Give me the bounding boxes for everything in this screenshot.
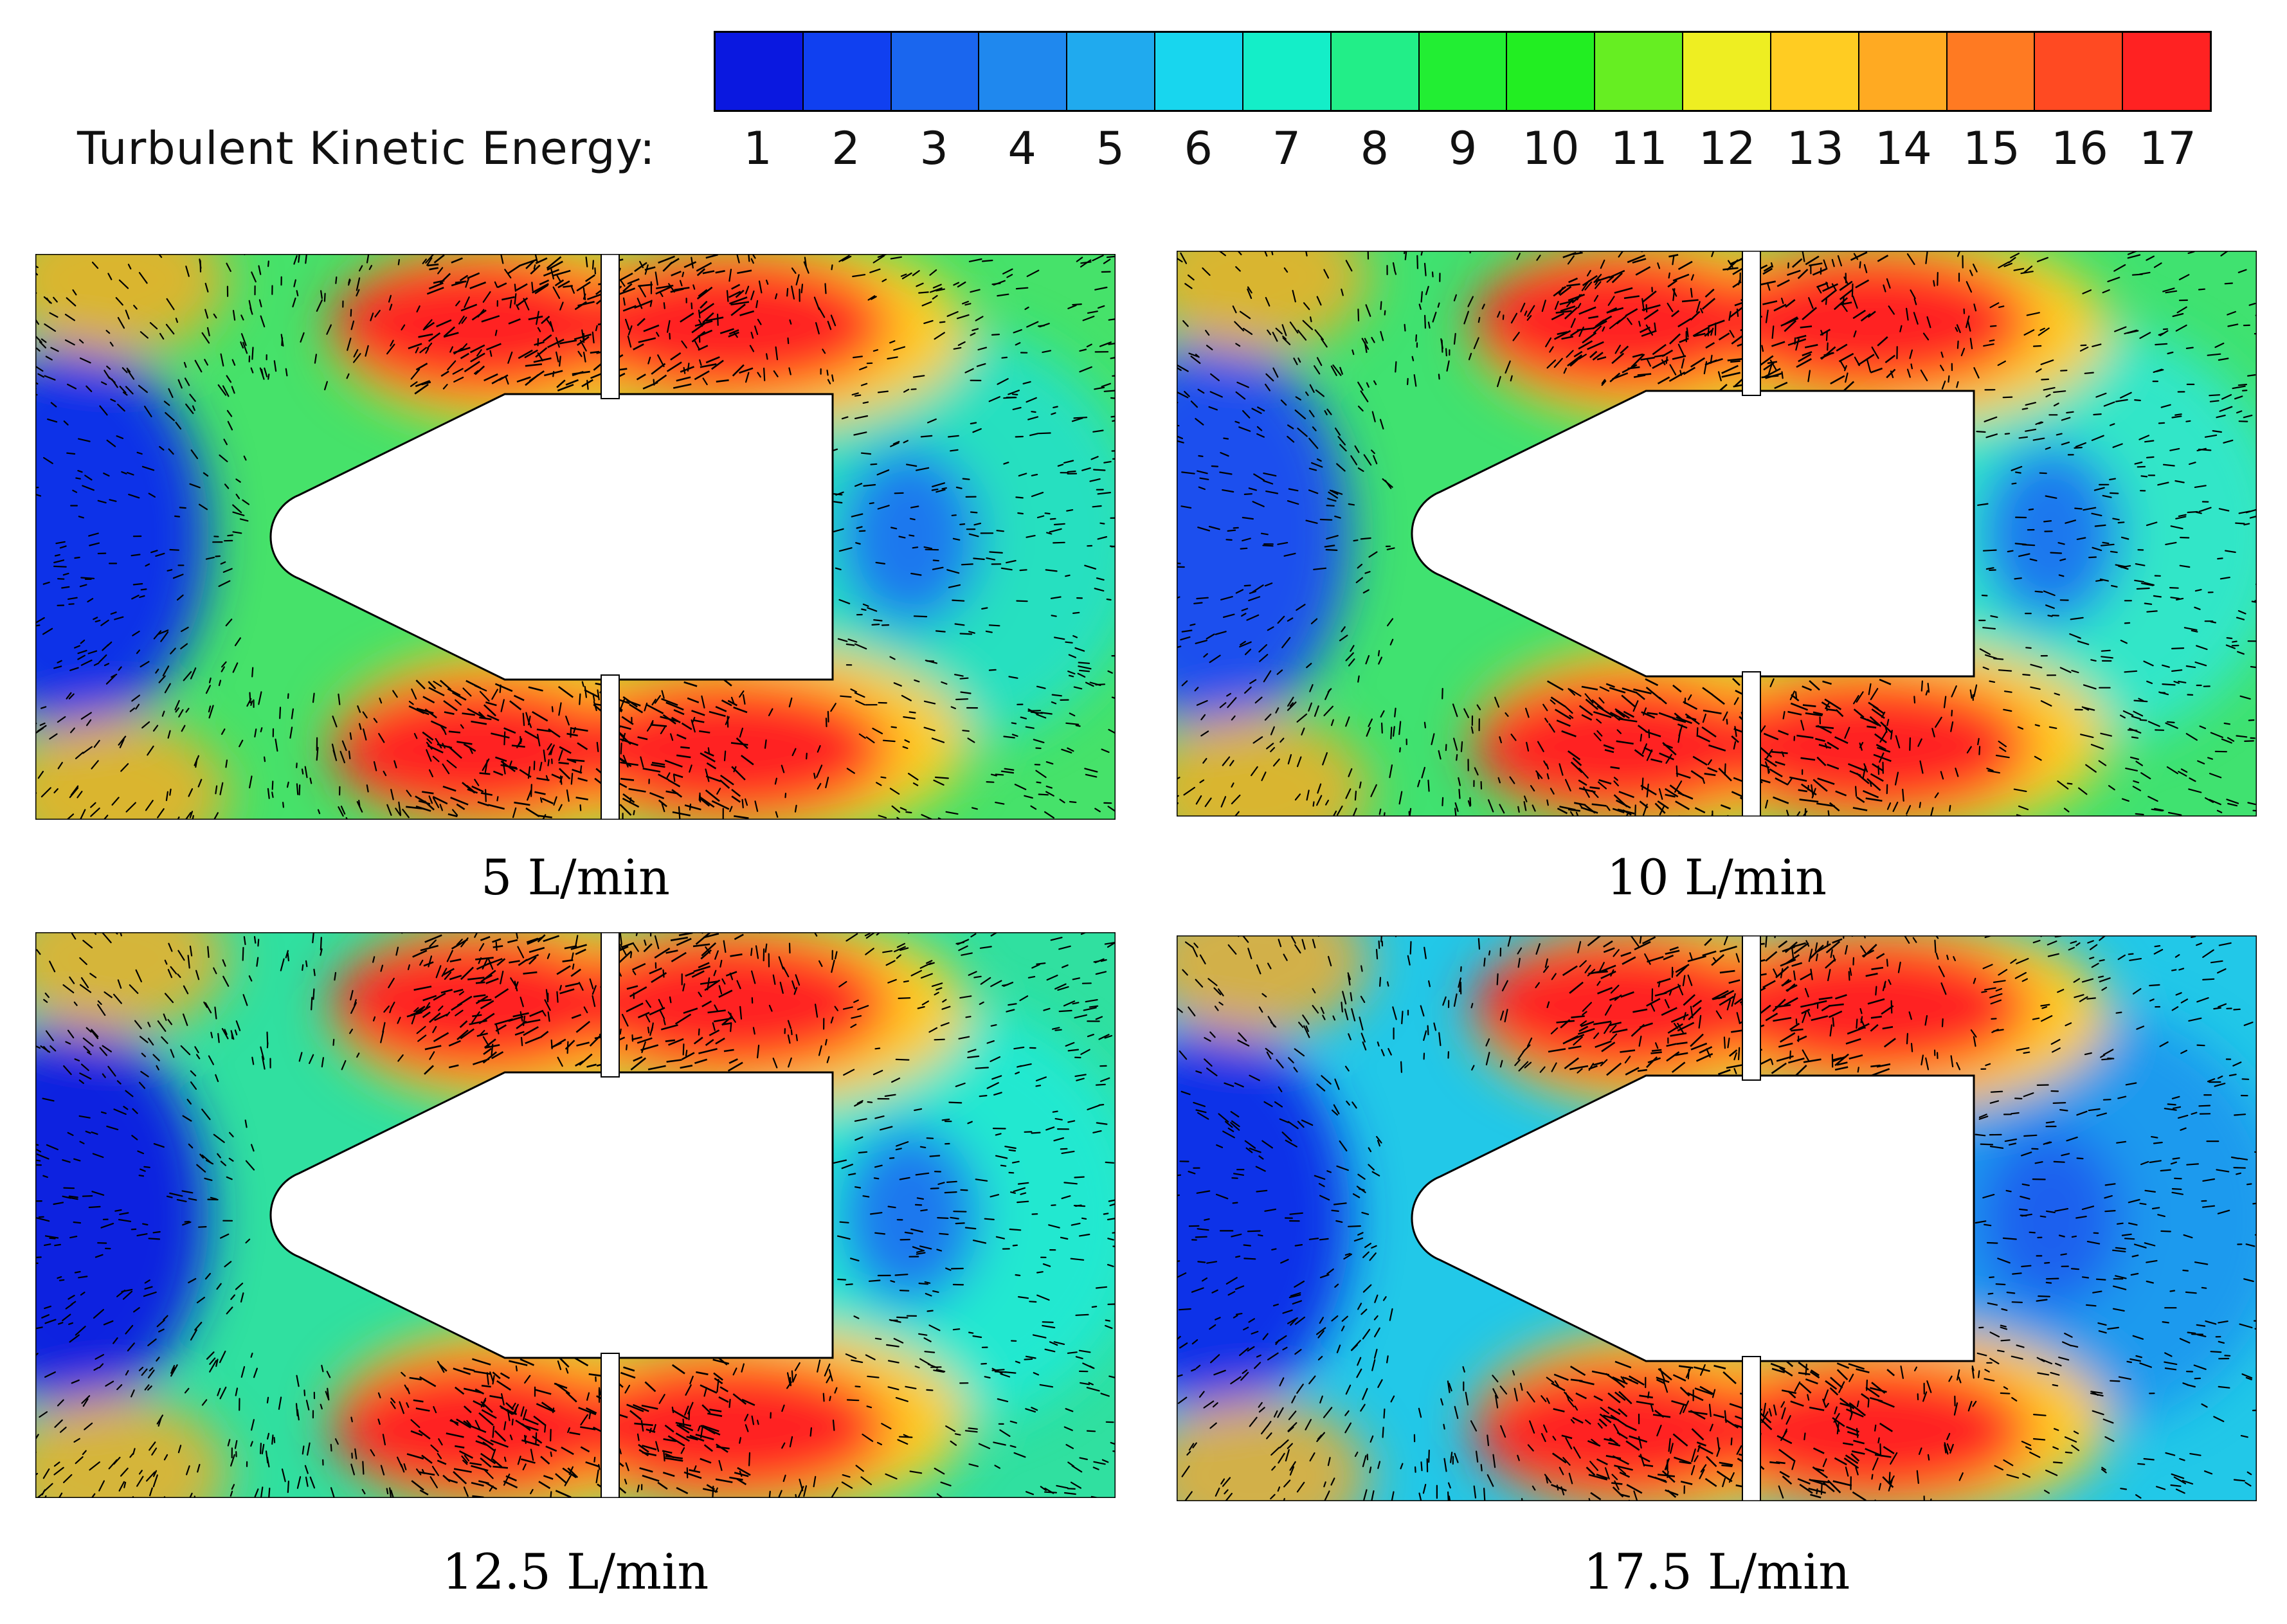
colorbar-tick-label: 7 <box>1272 122 1301 175</box>
colorbar-tick-label: 10 <box>1522 122 1580 175</box>
impeller-body <box>269 393 834 681</box>
impeller-body <box>269 1071 834 1359</box>
colorbar-tick-label: 4 <box>1008 122 1036 175</box>
colorbar-tick-label: 9 <box>1448 122 1478 175</box>
colorbar-segment <box>1155 33 1243 110</box>
caption-12-5-lpm: 12.5 L/min <box>442 1543 709 1600</box>
flow-field <box>1177 935 2257 1501</box>
velocity-vectors <box>35 254 1116 820</box>
caption-5-lpm: 5 L/min <box>481 849 670 906</box>
colorbar-segment <box>1859 33 1948 110</box>
colorbar-segment <box>2035 33 2124 110</box>
colorbar-segment <box>979 33 1068 110</box>
colorbar-segment <box>1683 33 1771 110</box>
upper-slot <box>1742 935 1761 1081</box>
colorbar-tick-label: 12 <box>1698 122 1756 175</box>
velocity-vectors <box>35 932 1116 1498</box>
colorbar-segment <box>1419 33 1508 110</box>
legend-title: Turbulent Kinetic Energy: <box>77 122 656 175</box>
colorbar-tick-label: 16 <box>2050 122 2108 175</box>
lower-slot <box>1742 671 1761 817</box>
flow-field <box>35 932 1116 1498</box>
colorbar-segment <box>1771 33 1859 110</box>
panel-5-lpm <box>35 254 1116 820</box>
flow-field <box>35 254 1116 820</box>
colorbar-tick-label: 2 <box>831 122 860 175</box>
colorbar-tick-label: 15 <box>1962 122 2020 175</box>
jet-vectors <box>1548 935 1896 1501</box>
colorbar-tick-label: 8 <box>1360 122 1389 175</box>
colorbar-segment <box>1595 33 1684 110</box>
impeller-body <box>1411 1074 1975 1362</box>
colorbar-tick-label: 1 <box>743 122 772 175</box>
colorbar-tick-label: 11 <box>1610 122 1668 175</box>
colorbar-segment <box>803 33 892 110</box>
flow-field <box>1177 251 2257 817</box>
impeller-body <box>1411 390 1975 678</box>
panel-12-5-lpm <box>35 932 1116 1498</box>
colorbar-segment <box>1947 33 2036 110</box>
colorbar-segment <box>1067 33 1156 110</box>
colorbar-segment <box>1243 33 1332 110</box>
upper-slot <box>601 932 620 1078</box>
colorbar-tick-label: 17 <box>2138 122 2196 175</box>
colorbar <box>714 31 2212 112</box>
panel-17-5-lpm <box>1177 935 2257 1501</box>
colorbar-segment <box>1507 33 1596 110</box>
colorbar-tick-label: 6 <box>1184 122 1213 175</box>
lower-slot <box>1742 1356 1761 1501</box>
panel-10-lpm <box>1177 251 2257 817</box>
upper-slot <box>601 254 620 399</box>
velocity-vectors <box>1177 935 2257 1501</box>
colorbar-segment <box>891 33 980 110</box>
colorbar-segment <box>1331 33 1420 110</box>
colorbar-tick-label: 3 <box>919 122 948 175</box>
colorbar-segment <box>716 33 804 110</box>
colorbar-segment <box>2123 33 2210 110</box>
lower-slot <box>601 674 620 820</box>
jet-vectors <box>406 932 755 1498</box>
caption-17-5-lpm: 17.5 L/min <box>1583 1543 1850 1600</box>
lower-slot <box>601 1353 620 1498</box>
colorbar-tick-label: 13 <box>1786 122 1844 175</box>
colorbar-tick-label: 14 <box>1874 122 1932 175</box>
caption-10-lpm: 10 L/min <box>1606 849 1827 906</box>
colorbar-tick-label: 5 <box>1096 122 1125 175</box>
upper-slot <box>1742 251 1761 396</box>
